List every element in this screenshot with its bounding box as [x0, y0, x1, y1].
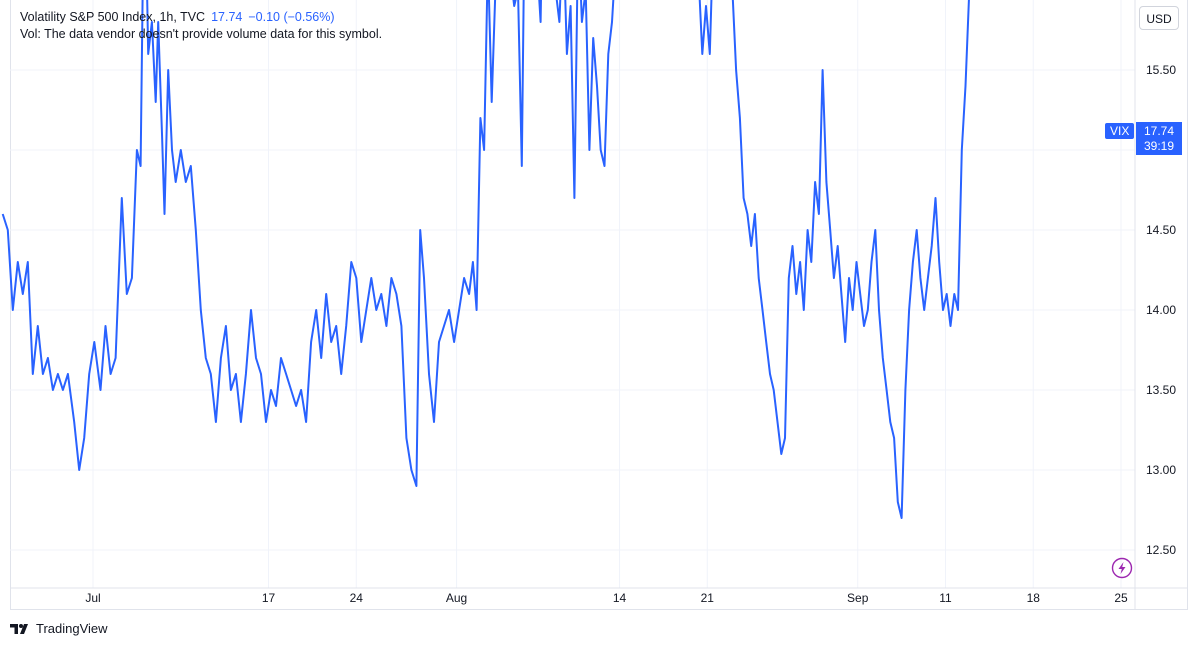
- x-tick-label: 21: [701, 591, 715, 605]
- y-tick-label: 12.50: [1146, 543, 1176, 557]
- y-tick-label: 14.50: [1146, 223, 1176, 237]
- bar-countdown: 39:19: [1143, 139, 1175, 153]
- x-tick-label: 17: [262, 591, 276, 605]
- y-tick-label: 13.50: [1146, 383, 1176, 397]
- last-price-box: 17.74 39:19: [1136, 122, 1182, 155]
- currency-button[interactable]: USD: [1139, 6, 1179, 30]
- tradingview-logo-icon: [10, 623, 28, 634]
- x-tick-label: 11: [939, 591, 952, 605]
- lightning-icon[interactable]: [1111, 557, 1133, 579]
- brand-name: TradingView: [36, 621, 108, 636]
- tradingview-logo[interactable]: TradingView: [10, 621, 108, 636]
- y-tick-label: 14.00: [1146, 303, 1176, 317]
- series-line[interactable]: [1, 0, 1004, 519]
- x-tick-label: 18: [1027, 591, 1041, 605]
- legend-symbol[interactable]: Volatility S&P 500 Index, 1h, TVC: [20, 10, 206, 24]
- chart-frame: [10, 0, 1188, 610]
- x-tick-label: 25: [1114, 591, 1128, 605]
- ticker-tag: VIX: [1105, 123, 1135, 139]
- x-tick-label: Sep: [847, 591, 869, 605]
- x-tick-label: Aug: [446, 591, 467, 605]
- x-tick-label: Jul: [85, 591, 100, 605]
- y-tick-label: 13.00: [1146, 463, 1176, 477]
- legend-last: 17.74: [211, 10, 243, 24]
- last-price: 17.74: [1143, 124, 1175, 138]
- y-tick-label: 15.50: [1146, 63, 1176, 77]
- volume-note: Vol: The data vendor doesn't provide vol…: [20, 27, 383, 41]
- x-tick-label: 24: [350, 591, 364, 605]
- x-tick-label: 14: [613, 591, 627, 605]
- legend-change: −0.10 (−0.56%): [248, 10, 335, 24]
- chart-legend: Volatility S&P 500 Index, 1h, TVC 17.74 −0…: [20, 9, 335, 25]
